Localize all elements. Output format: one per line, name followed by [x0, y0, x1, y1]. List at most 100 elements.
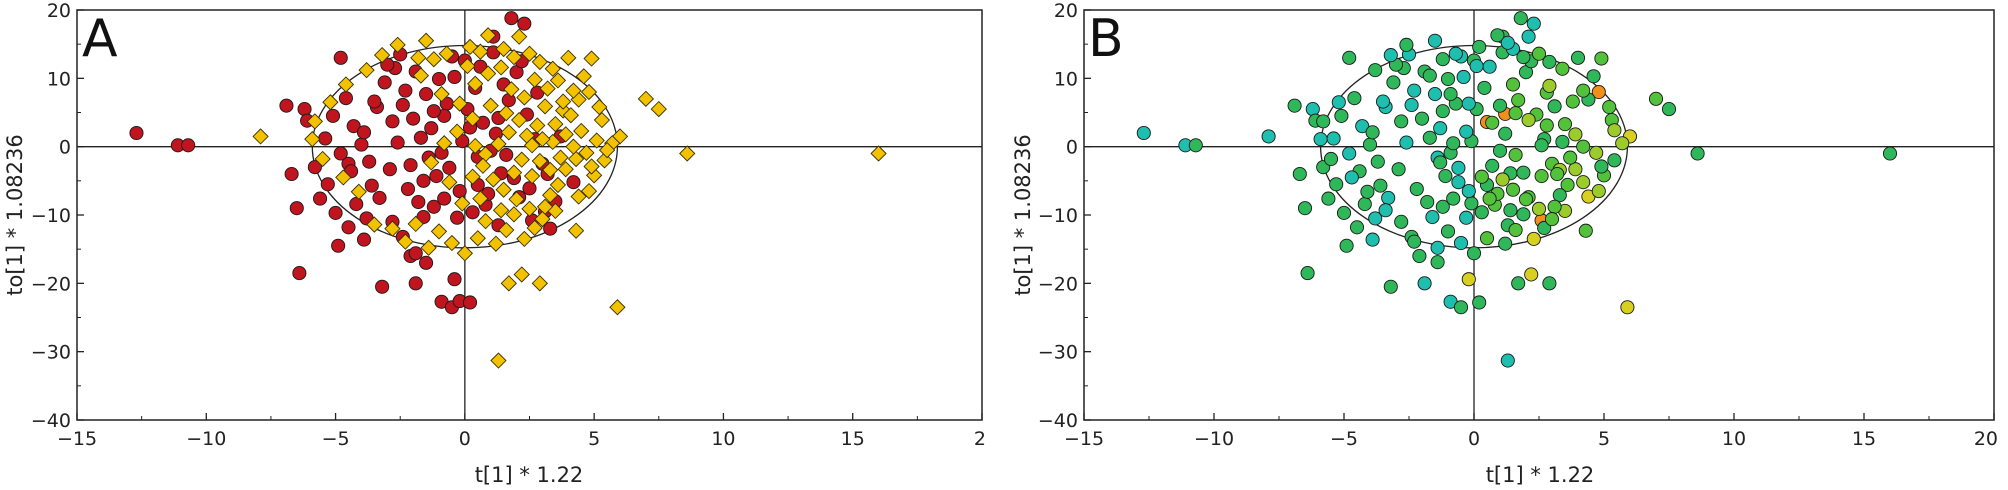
panel-b-circle-point: [1456, 69, 1471, 85]
panel-b-circle-point: [1339, 238, 1354, 253]
panel-a-circle-point: [341, 220, 356, 235]
panel-b-circle-point: [1386, 75, 1401, 90]
panel-b-circle-point: [1539, 118, 1554, 133]
panel-b-circle-point: [1516, 165, 1531, 180]
panel-b-circle-point: [1381, 190, 1396, 205]
panel-b-circle-point: [1261, 129, 1276, 144]
panel-a-circle-point: [447, 69, 462, 85]
panel-b-circle-point: [1435, 104, 1450, 119]
panel-b-circle-point: [1453, 300, 1469, 315]
panel-b-circle-point: [1594, 51, 1609, 66]
panel-a-circle-point: [367, 94, 382, 109]
panel-b-circle-point: [1474, 169, 1489, 184]
panel-b-circle-point: [1542, 78, 1557, 93]
panel-b-y-tick-label: −10: [1038, 205, 1078, 227]
panel-a-diamond-point: [350, 183, 367, 200]
panel-a-diamond-point: [417, 32, 435, 49]
panel-a-diamond-point: [549, 176, 567, 194]
panel-a-circle-point: [462, 295, 478, 310]
panel-a-diamond-point: [436, 135, 453, 152]
panel-b-circle-point: [1412, 248, 1427, 264]
panel-b-y-tick-label: 0: [1066, 137, 1078, 159]
panel-b-circle-point: [1427, 33, 1443, 48]
panel-b-circle-point: [1531, 201, 1547, 216]
panel-b-circle-point: [1451, 175, 1466, 190]
panel-b-circle-point: [1479, 231, 1495, 246]
panel-b-circle-point: [1565, 94, 1580, 109]
panel-b-circle-point: [1472, 295, 1487, 310]
panel-a-diamond-point: [448, 123, 466, 140]
panel-a-circle-point: [431, 71, 447, 87]
panel-b-circle-point: [1591, 84, 1606, 100]
panel-a-diamond-point: [490, 352, 507, 369]
panel-a-diamond-point: [870, 145, 887, 162]
panel-a-diamond-point: [526, 219, 543, 237]
panel-b-circle-point: [1537, 220, 1552, 236]
panel-a-diamond-point: [461, 38, 479, 56]
panel-a-y-tick-label: −40: [31, 410, 71, 432]
panel-a-diamond-point: [472, 190, 489, 207]
panel-a-diamond-point: [498, 221, 515, 239]
panel-a-diamond-point: [562, 107, 580, 124]
panel-b-y-tick-label: 10: [1054, 68, 1078, 90]
panel-b-circle-point: [1430, 255, 1445, 270]
panel-b-circle-point: [1492, 98, 1508, 113]
panel-b-circle-point: [1521, 29, 1536, 44]
panel-a-x-tick-label: −5: [322, 428, 350, 450]
panel-b-circle-point: [1542, 54, 1557, 69]
panel-b-circle-point: [1500, 353, 1515, 368]
panel-a-diamond-point: [384, 220, 401, 237]
panel-a-circle-point: [429, 168, 444, 184]
panel-b-circle-point: [1430, 240, 1445, 255]
panel-a-circle-point: [333, 50, 348, 65]
panel-b-circle-point: [1425, 209, 1440, 225]
panel-a-diamond-point: [598, 141, 616, 159]
panel-a-diamond-point: [335, 169, 352, 186]
panel-a-circle-point: [346, 119, 361, 134]
panel-a-diamond-point: [492, 59, 510, 76]
panel-b-circle-point: [1482, 191, 1497, 206]
panel-a-label: A: [82, 9, 118, 69]
panel-b-circle-point: [1297, 201, 1313, 216]
panel-a-circle-point: [426, 104, 441, 119]
panel-a-circle-point: [354, 137, 369, 152]
panel-a-diamond-point: [578, 144, 595, 161]
panel-a-y-tick-label: 10: [47, 68, 71, 90]
panel-a-diamond-point: [526, 71, 543, 88]
panel-a-axes: −15 −10 −5 0 5 10 15 2 −40 −30 −20 −10 0 10 20: [31, 0, 986, 450]
panel-b-circle-point: [1368, 63, 1383, 78]
panel-a-circle-point: [349, 197, 364, 212]
panel-a-diamond-point: [490, 135, 507, 153]
panel-b-x-tick-label: −5: [1330, 428, 1358, 450]
panel-b-circle-point: [1570, 50, 1586, 65]
panel-b-circle-point: [1534, 138, 1549, 153]
panel-a-circle-point: [408, 276, 423, 291]
panel-b-circle-point: [1321, 191, 1336, 206]
panel-a-diamond-point: [358, 61, 375, 79]
panel-a-circle-point: [517, 16, 532, 31]
panel-a-diamond-point: [534, 131, 551, 148]
panel-b-circle-point: [1555, 134, 1570, 149]
panel-a-diamond-point: [454, 195, 471, 212]
panel-a-diamond-point: [539, 80, 556, 97]
panel-a-diamond-point: [611, 128, 629, 145]
panel-b-circle-point: [1620, 300, 1635, 315]
panel-a-circle-point: [543, 221, 558, 236]
panel-a-diamond-point: [389, 36, 406, 53]
panel-b-circle-point: [1661, 102, 1677, 117]
panel-b-circle-point: [1552, 188, 1567, 203]
panel-b-x-tick-label: 10: [1722, 428, 1746, 450]
panel-a-circle-point: [313, 191, 328, 206]
panel-b-circle-point: [1505, 77, 1521, 92]
panel-b-circle-point: [1448, 46, 1463, 61]
panel-a-diamond-point: [485, 171, 502, 188]
panel-a-diamond-point: [523, 167, 541, 185]
panel-a-diamond-point: [531, 275, 548, 292]
panel-b-circle-point: [1464, 196, 1479, 211]
panel-b-circle-point: [1516, 207, 1531, 222]
panel-a-y-axis-title: to[1] * 1.08236: [3, 134, 27, 296]
panel-a-diamond-point: [505, 164, 523, 181]
panel-a-circle-point: [333, 146, 348, 161]
panel-a-diamond-point: [523, 137, 541, 154]
panel-a-diamond-point: [500, 275, 517, 292]
